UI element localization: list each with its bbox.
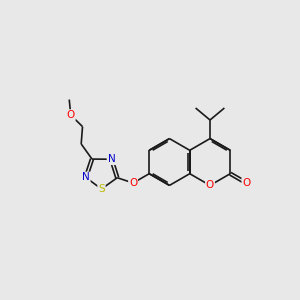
Text: O: O	[242, 178, 250, 188]
Text: O: O	[129, 178, 137, 188]
Text: N: N	[82, 172, 90, 182]
Text: S: S	[98, 184, 105, 194]
Text: O: O	[67, 110, 75, 120]
Text: N: N	[107, 154, 115, 164]
Text: O: O	[206, 180, 214, 190]
